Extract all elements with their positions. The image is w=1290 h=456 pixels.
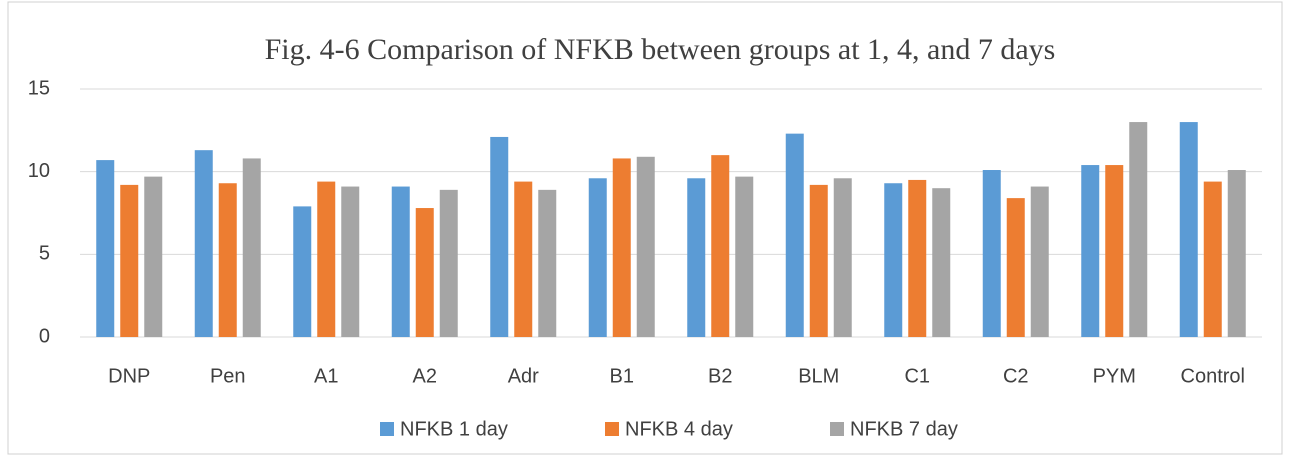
x-tick-label: A2 <box>413 365 437 387</box>
bar <box>242 158 261 337</box>
x-tick-label: Control <box>1181 365 1245 387</box>
x-tick-label: BLM <box>798 365 839 387</box>
y-tick-label: 15 <box>28 77 50 99</box>
bar <box>1006 198 1025 337</box>
bar <box>636 156 655 337</box>
x-tick-label: B2 <box>708 365 732 387</box>
bar <box>908 179 927 337</box>
legend-swatch <box>830 422 844 436</box>
bar <box>96 160 115 337</box>
bar <box>711 155 730 337</box>
y-tick-label: 10 <box>28 160 50 182</box>
bar <box>538 189 557 337</box>
bar <box>120 184 139 337</box>
bar <box>1030 186 1049 337</box>
bar <box>218 183 237 337</box>
bar <box>490 136 509 337</box>
bar <box>1129 122 1148 337</box>
bar <box>341 186 360 337</box>
legend-swatch <box>605 422 619 436</box>
bar <box>1203 181 1222 337</box>
bar <box>809 184 828 337</box>
x-tick-label: C2 <box>1003 365 1029 387</box>
bar <box>687 178 706 337</box>
bar <box>514 181 533 337</box>
x-tick-label: DNP <box>108 365 150 387</box>
x-tick-label: C1 <box>904 365 930 387</box>
bar <box>612 158 631 337</box>
bar <box>588 178 607 337</box>
bar <box>735 176 754 337</box>
y-tick-label: 5 <box>39 243 50 265</box>
chart-title: Fig. 4-6 Comparison of NFKB between grou… <box>265 33 1056 66</box>
bar <box>884 183 903 337</box>
bar <box>1179 122 1198 337</box>
x-tick-label: Pen <box>210 365 246 387</box>
bar <box>144 176 163 337</box>
y-tick-label: 0 <box>39 325 50 347</box>
bar <box>982 170 1001 337</box>
bar <box>194 150 213 337</box>
x-tick-label: A1 <box>314 365 338 387</box>
x-tick-label: B1 <box>610 365 634 387</box>
bar <box>439 189 458 337</box>
bar <box>1105 165 1124 337</box>
legend-label: NFKB 1 day <box>400 418 508 440</box>
legend-swatch <box>380 422 394 436</box>
bar <box>391 186 410 337</box>
x-tick-label: Adr <box>508 365 539 387</box>
bar <box>415 208 434 337</box>
bar <box>1081 165 1100 337</box>
legend-label: NFKB 4 day <box>625 418 733 440</box>
bar <box>833 178 852 337</box>
bar <box>785 133 804 337</box>
x-tick-label: PYM <box>1093 365 1136 387</box>
bar <box>1227 170 1246 337</box>
bar <box>293 206 312 337</box>
bar <box>317 181 336 337</box>
legend-label: NFKB 7 day <box>850 418 958 440</box>
bar <box>932 188 951 337</box>
